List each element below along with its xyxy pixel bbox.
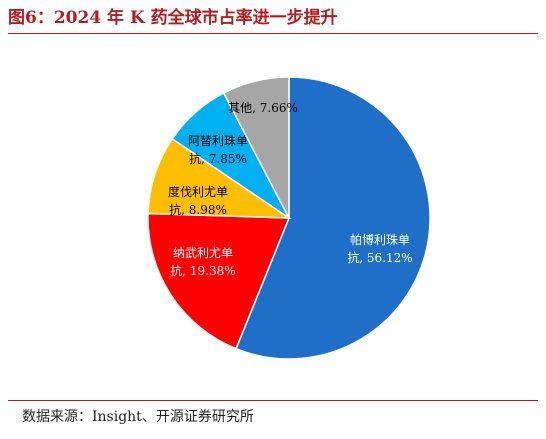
slice-label-5: 其他, 7.66% bbox=[228, 101, 298, 115]
pie-slice-3 bbox=[147, 137, 292, 219]
source-divider bbox=[8, 400, 538, 401]
pie-slice-2 bbox=[147, 212, 291, 350]
slice-label-1: 帕博利珠单抗, 56.12% bbox=[347, 232, 412, 265]
pie-slice-1 bbox=[235, 76, 431, 360]
pie-slice-5 bbox=[222, 76, 290, 219]
figure-title: 图6：2024 年 K 药全球市占率进一步提升 bbox=[8, 8, 338, 28]
slice-label-3: 度伐利尤单抗, 8.98% bbox=[168, 184, 228, 217]
title-divider bbox=[8, 33, 538, 34]
slice-label-4: 阿替利珠单抗, 7.85% bbox=[188, 134, 248, 166]
slice-label-2: 纳武利尤单抗, 19.38% bbox=[170, 246, 235, 278]
source-note: 数据来源：Insight、开源证券研究所 bbox=[22, 409, 254, 425]
